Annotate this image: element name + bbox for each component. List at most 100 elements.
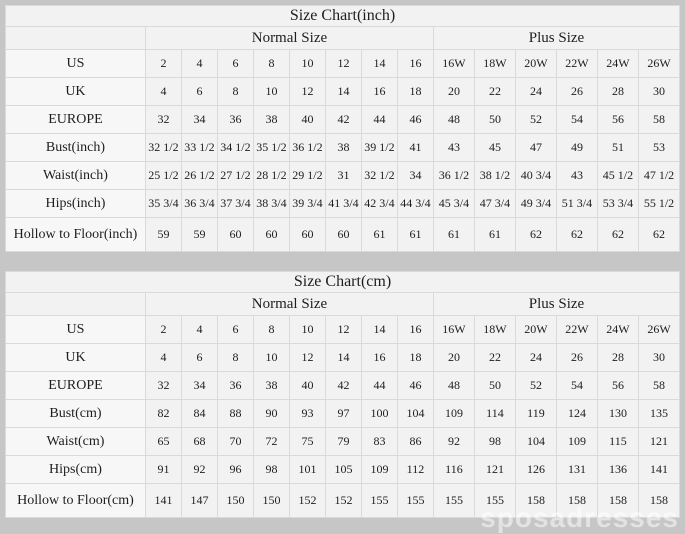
size-value: 104 xyxy=(514,427,557,456)
size-value: 37 3/4 xyxy=(216,189,254,218)
size-value: 93 xyxy=(288,399,326,428)
size-value: 141 xyxy=(144,483,182,518)
size-value: 4 xyxy=(144,343,182,372)
size-value: 104 xyxy=(396,399,434,428)
size-value: 43 xyxy=(432,133,475,162)
size-value: 24W xyxy=(596,49,639,78)
size-value: 96 xyxy=(216,455,254,484)
size-value: 62 xyxy=(637,217,681,252)
size-value: 72 xyxy=(252,427,290,456)
size-value: 47 xyxy=(514,133,557,162)
size-value: 34 xyxy=(180,371,218,400)
row-label: Waist(cm) xyxy=(4,427,146,456)
size-value: 12 xyxy=(324,315,362,344)
size-value: 59 xyxy=(144,217,182,252)
size-value: 32 xyxy=(144,371,182,400)
size-row: US 2 4 6 8 10 12 14 16 16W 18W 20W 22W 24W 26W xyxy=(4,315,681,344)
group-header-row: Normal Size Plus Size xyxy=(4,292,681,316)
size-value: 41 xyxy=(396,133,434,162)
row-label: Hollow to Floor(inch) xyxy=(4,217,146,252)
size-value: 42 3/4 xyxy=(360,189,398,218)
size-row: Waist(cm) 65 68 70 72 75 79 83 86 92 98 104 109 115 12… xyxy=(4,427,681,456)
size-value: 36 1/2 xyxy=(432,161,475,190)
corner-cell xyxy=(4,26,146,50)
size-value: 26W xyxy=(637,315,681,344)
size-value: 40 3/4 xyxy=(514,161,557,190)
size-row: Hollow to Floor(inch) 59 59 60 60 60 60 61 61 61 6… xyxy=(4,217,681,252)
size-value: 62 xyxy=(596,217,639,252)
size-value: 114 xyxy=(473,399,516,428)
size-value: 4 xyxy=(180,49,218,78)
row-label: Waist(inch) xyxy=(4,161,146,190)
size-value: 29 1/2 xyxy=(288,161,326,190)
size-value: 43 xyxy=(555,161,598,190)
size-value: 22W xyxy=(555,49,598,78)
size-value: 24 xyxy=(514,343,557,372)
size-value: 158 xyxy=(637,483,681,518)
size-row: Hips(cm) 91 92 96 98 101 105 109 112 116 121 126 131… xyxy=(4,455,681,484)
size-value: 152 xyxy=(288,483,326,518)
size-value: 34 1/2 xyxy=(216,133,254,162)
size-value: 53 xyxy=(637,133,681,162)
size-value: 20W xyxy=(514,315,557,344)
size-value: 4 xyxy=(180,315,218,344)
size-value: 26W xyxy=(637,49,681,78)
row-label: EUROPE xyxy=(4,105,146,134)
size-value: 44 xyxy=(360,371,398,400)
size-value: 82 xyxy=(144,399,182,428)
row-label: Hips(cm) xyxy=(4,455,146,484)
size-row: US 2 4 6 8 10 12 14 16 16W 18W 20W 22W 24W 26W xyxy=(4,49,681,78)
size-value: 24W xyxy=(596,315,639,344)
size-value: 130 xyxy=(596,399,639,428)
size-value: 54 xyxy=(555,371,598,400)
size-value: 92 xyxy=(432,427,475,456)
normal-size-header: Normal Size xyxy=(144,292,434,316)
size-value: 79 xyxy=(324,427,362,456)
size-value: 4 xyxy=(144,77,182,106)
size-value: 116 xyxy=(432,455,475,484)
group-header-row: Normal Size Plus Size xyxy=(4,26,681,50)
size-charts-page: Size Chart(inch) Normal Size Plus Size US 2 4… xyxy=(0,5,685,534)
size-value: 52 xyxy=(514,105,557,134)
size-value: 12 xyxy=(288,343,326,372)
size-value: 97 xyxy=(324,399,362,428)
size-value: 61 xyxy=(360,217,398,252)
size-value: 48 xyxy=(432,105,475,134)
size-value: 60 xyxy=(288,217,326,252)
size-value: 60 xyxy=(216,217,254,252)
row-label: UK xyxy=(4,343,146,372)
size-value: 32 1/2 xyxy=(144,133,182,162)
size-value: 121 xyxy=(637,427,681,456)
size-value: 38 xyxy=(324,133,362,162)
size-chart-inch-table: Size Chart(inch) Normal Size Plus Size US 2 4… xyxy=(4,5,681,252)
size-value: 155 xyxy=(360,483,398,518)
size-value: 109 xyxy=(555,427,598,456)
size-value: 35 3/4 xyxy=(144,189,182,218)
size-value: 150 xyxy=(216,483,254,518)
size-value: 36 3/4 xyxy=(180,189,218,218)
size-row: EUROPE 32 34 36 38 40 42 44 46 48 50 52 54 56 58 xyxy=(4,371,681,400)
size-value: 115 xyxy=(596,427,639,456)
size-value: 33 1/2 xyxy=(180,133,218,162)
size-value: 58 xyxy=(637,105,681,134)
size-value: 6 xyxy=(216,315,254,344)
size-value: 46 xyxy=(396,105,434,134)
title-row: Size Chart(cm) xyxy=(4,271,681,293)
size-value: 59 xyxy=(180,217,218,252)
size-value: 152 xyxy=(324,483,362,518)
size-value: 14 xyxy=(324,77,362,106)
size-value: 18W xyxy=(473,49,516,78)
size-value: 36 xyxy=(216,371,254,400)
size-value: 105 xyxy=(324,455,362,484)
size-value: 100 xyxy=(360,399,398,428)
size-value: 22 xyxy=(473,343,516,372)
size-value: 14 xyxy=(360,49,398,78)
size-value: 40 xyxy=(288,371,326,400)
size-value: 109 xyxy=(360,455,398,484)
row-label: US xyxy=(4,315,146,344)
size-value: 8 xyxy=(252,315,290,344)
size-value: 62 xyxy=(555,217,598,252)
size-value: 10 xyxy=(252,343,290,372)
table-title: Size Chart(cm) xyxy=(4,271,681,293)
size-value: 150 xyxy=(252,483,290,518)
